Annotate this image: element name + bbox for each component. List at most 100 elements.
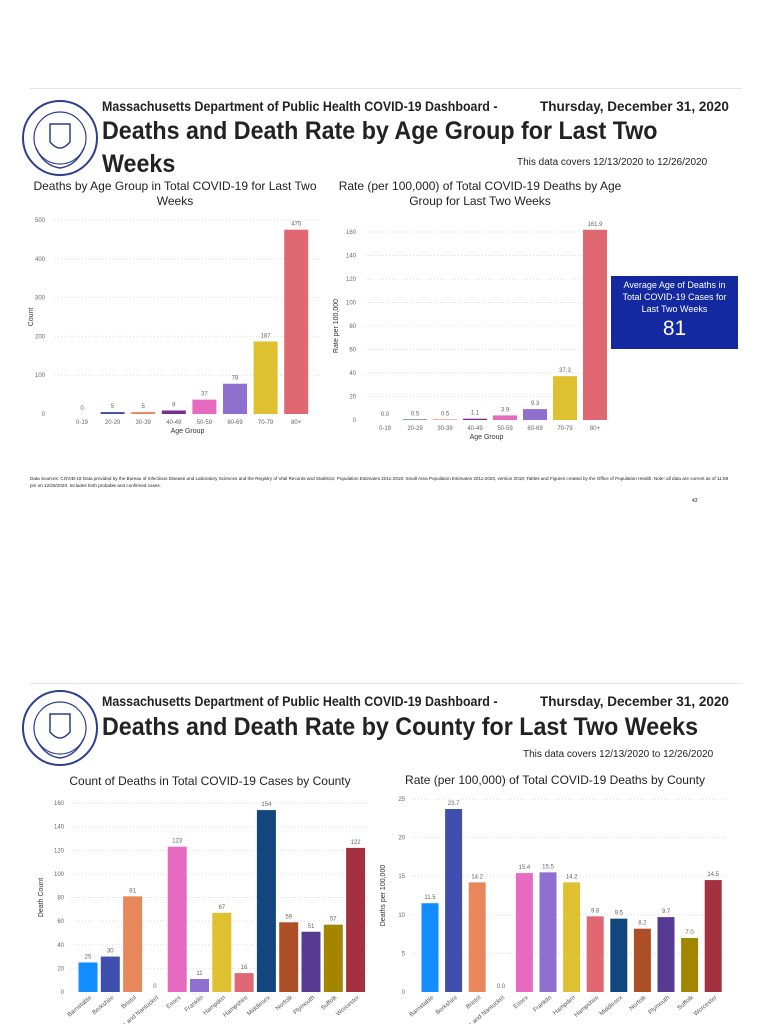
bar-20-29 bbox=[100, 412, 125, 414]
y-tick-label: 500 bbox=[35, 218, 46, 224]
slide-divider bbox=[30, 88, 742, 89]
y-tick-label: 25 bbox=[398, 797, 405, 803]
bar-40-49 bbox=[463, 418, 487, 420]
report-date: Thursday, December 31, 2020 bbox=[540, 694, 729, 709]
y-tick-label: 10 bbox=[398, 913, 405, 919]
data-label: 51 bbox=[308, 924, 315, 930]
x-tick-label: Barnstable bbox=[408, 994, 436, 1019]
data-label: 187 bbox=[261, 333, 272, 339]
y-tick-label: 200 bbox=[35, 334, 46, 340]
x-tick-label: 30-39 bbox=[136, 420, 152, 426]
dashboard-header: Massachusetts Department of Public Healt… bbox=[102, 99, 498, 114]
y-tick-label: 80 bbox=[349, 324, 356, 330]
data-label: 37.3 bbox=[559, 368, 571, 374]
x-tick-label: Middlesex bbox=[598, 994, 625, 1018]
bar-middlesex bbox=[256, 810, 276, 992]
page-number: 43 bbox=[692, 498, 698, 504]
x-tick-label: Hampshire bbox=[222, 994, 250, 1019]
data-label: 123 bbox=[172, 839, 183, 845]
chart-title: Deaths by Age Group in Total COVID-19 fo… bbox=[33, 179, 317, 208]
data-sources-footnote: Data Sources: COVID-19 Data provided by … bbox=[30, 476, 729, 488]
x-tick-label: 20-29 bbox=[407, 426, 423, 432]
data-label: 14.5 bbox=[707, 872, 719, 878]
y-tick-label: 140 bbox=[346, 254, 357, 260]
y-tick-label: 0 bbox=[61, 990, 65, 996]
x-tick-label: 40-49 bbox=[166, 420, 182, 426]
x-tick-label: Norfolk bbox=[274, 994, 294, 1013]
data-label: 15.4 bbox=[519, 865, 531, 871]
page-title: Deaths and Death Rate by Age Group for L… bbox=[102, 117, 658, 145]
x-tick-label: 30-39 bbox=[437, 426, 453, 432]
bar-worcester bbox=[346, 847, 366, 992]
bar-bristol bbox=[123, 896, 143, 992]
data-label: 14.2 bbox=[566, 874, 578, 880]
data-label: 78 bbox=[232, 376, 239, 382]
bar-middlesex bbox=[610, 918, 628, 992]
data-label: 25 bbox=[85, 954, 92, 960]
bar-40-49 bbox=[161, 410, 186, 414]
bar-plymouth bbox=[301, 931, 321, 992]
bar-60-69 bbox=[523, 409, 547, 420]
data-label: 11.5 bbox=[424, 895, 436, 901]
x-tick-label: 70-79 bbox=[258, 420, 274, 426]
x-tick-label: Suffolk bbox=[320, 994, 340, 1012]
bar-20-29 bbox=[403, 419, 427, 420]
y-axis-label: Death Count bbox=[38, 878, 45, 917]
data-label: 3.9 bbox=[501, 407, 510, 413]
data-label: 57 bbox=[330, 917, 337, 923]
data-label: 5 bbox=[142, 404, 146, 410]
data-label: 475 bbox=[291, 222, 302, 228]
bar-60-69 bbox=[223, 383, 247, 414]
data-label: 9.8 bbox=[591, 908, 600, 914]
average-age-card: Average Age of Deaths in Total COVID-19 … bbox=[611, 276, 738, 349]
x-tick-label: Middlesex bbox=[246, 994, 273, 1018]
y-tick-label: 0 bbox=[42, 412, 46, 418]
x-tick-label: Essex bbox=[512, 994, 530, 1011]
dph-seal-logo bbox=[22, 690, 98, 766]
x-tick-label: Essex bbox=[165, 994, 183, 1011]
data-label: 37 bbox=[201, 392, 208, 398]
bar-80- bbox=[284, 229, 309, 414]
page-title: Deaths and Death Rate by County for Last… bbox=[102, 713, 698, 741]
data-label: 5 bbox=[111, 404, 115, 410]
bar-suffolk bbox=[681, 937, 699, 992]
y-tick-label: 160 bbox=[346, 230, 357, 236]
y-tick-label: 100 bbox=[346, 301, 357, 307]
y-tick-label: 60 bbox=[349, 348, 356, 354]
bar-plymouth bbox=[657, 917, 675, 992]
data-label: 0 bbox=[80, 406, 84, 412]
data-label: 15.5 bbox=[542, 864, 554, 870]
y-tick-label: 300 bbox=[35, 296, 46, 302]
x-tick-label: 0-19 bbox=[76, 420, 89, 426]
chart-title: Count of Deaths in Total COVID-19 Cases … bbox=[69, 774, 351, 788]
y-tick-label: 20 bbox=[398, 836, 405, 842]
y-tick-label: 100 bbox=[54, 872, 65, 878]
bar-hampden bbox=[563, 882, 581, 992]
date-range: This data covers 12/13/2020 to 12/26/202… bbox=[517, 157, 708, 168]
bar-norfolk bbox=[633, 928, 651, 992]
bar-franklin bbox=[539, 872, 557, 992]
bar-50-59 bbox=[192, 399, 217, 414]
x-tick-label: Hampshire bbox=[573, 994, 601, 1019]
average-age-label: Average Age of Deaths in Total COVID-19 … bbox=[622, 280, 727, 314]
bar-30-39 bbox=[131, 412, 156, 414]
x-tick-label: 0-19 bbox=[379, 426, 392, 432]
y-tick-label: 60 bbox=[57, 919, 64, 925]
data-label: 8.2 bbox=[638, 921, 647, 927]
y-axis-label: Rate per 100,000 bbox=[333, 299, 340, 353]
average-age-value: 81 bbox=[662, 317, 687, 340]
page-title-cont: Weeks bbox=[102, 150, 176, 178]
date-range: This data covers 12/13/2020 to 12/26/202… bbox=[523, 749, 714, 760]
data-label: 11 bbox=[196, 971, 203, 977]
data-label: 81 bbox=[129, 888, 136, 894]
data-label: 0.0 bbox=[381, 412, 390, 418]
dashboard-header: Massachusetts Department of Public Healt… bbox=[102, 694, 498, 709]
data-label: 1.1 bbox=[471, 411, 480, 417]
bar-50-59 bbox=[493, 415, 517, 420]
y-tick-label: 5 bbox=[402, 951, 406, 957]
chart-title: Rate (per 100,000) of Total COVID-19 Dea… bbox=[405, 773, 705, 787]
y-tick-label: 100 bbox=[35, 373, 46, 379]
dph-seal-logo bbox=[22, 100, 98, 176]
